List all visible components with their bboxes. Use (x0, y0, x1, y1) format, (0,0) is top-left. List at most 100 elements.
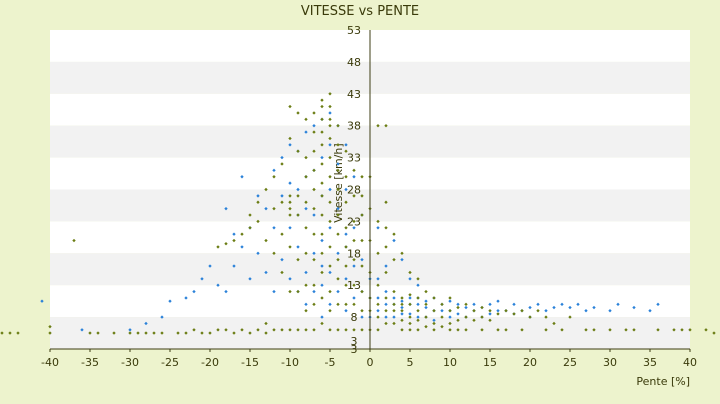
data-point (248, 226, 252, 230)
data-point (560, 302, 564, 307)
data-point (400, 302, 404, 307)
data-point (184, 296, 188, 300)
data-point (296, 187, 300, 192)
data-point (312, 251, 316, 255)
data-point (400, 251, 404, 255)
data-point (472, 309, 476, 313)
data-point (360, 213, 364, 217)
data-point (488, 318, 492, 322)
data-point (552, 305, 556, 310)
data-point (288, 277, 292, 281)
x-axis-label: Pente [%] (636, 375, 690, 388)
y-tick-label: 48 (347, 56, 361, 69)
data-point (384, 296, 388, 300)
x-tick-label: -35 (81, 356, 99, 369)
data-point (360, 175, 364, 179)
data-point (296, 289, 300, 294)
data-point (520, 309, 524, 313)
data-point (320, 296, 324, 300)
data-point (376, 315, 380, 319)
data-point (288, 136, 292, 141)
data-point (144, 331, 148, 335)
data-point (240, 245, 244, 249)
data-point (360, 257, 364, 262)
data-point (312, 206, 316, 211)
data-point (544, 328, 548, 332)
data-point (656, 328, 660, 332)
data-point (344, 143, 348, 147)
data-point (328, 92, 332, 96)
data-point (192, 289, 196, 294)
data-point (168, 299, 172, 303)
data-point (440, 309, 444, 313)
data-point (424, 299, 428, 303)
data-point (336, 213, 340, 217)
x-tick-label: 5 (407, 356, 414, 369)
data-point (304, 328, 308, 332)
data-point (312, 328, 316, 332)
data-point (392, 232, 396, 236)
x-tick-label: -5 (325, 356, 336, 369)
data-point (408, 277, 412, 281)
data-point (296, 328, 300, 332)
data-point (352, 219, 356, 224)
x-tick-label: -15 (241, 356, 259, 369)
data-point (336, 187, 340, 192)
data-point (256, 251, 260, 255)
data-point (584, 328, 588, 332)
data-point (392, 321, 396, 326)
data-point (320, 283, 324, 287)
data-point (496, 312, 500, 316)
data-point (280, 232, 284, 236)
data-point (264, 187, 268, 192)
data-point (352, 328, 356, 332)
data-point (288, 289, 292, 294)
data-point (312, 124, 316, 128)
data-point (392, 302, 396, 307)
data-point (296, 194, 300, 198)
data-point (288, 328, 292, 332)
data-point (632, 305, 636, 310)
data-point (448, 296, 452, 300)
data-point (384, 321, 388, 326)
y-tick-label: 33 (347, 152, 361, 165)
data-point (384, 124, 388, 128)
data-point (400, 318, 404, 322)
data-point (328, 104, 332, 109)
data-point (208, 331, 212, 335)
data-point (320, 321, 324, 326)
data-point (448, 309, 452, 313)
data-point (384, 289, 388, 294)
data-point (416, 296, 420, 300)
data-point (384, 315, 388, 319)
data-point (568, 315, 572, 319)
data-point (344, 309, 348, 313)
data-point (424, 315, 428, 319)
data-point (304, 206, 308, 211)
data-point (344, 283, 348, 287)
x-tick-label: 15 (483, 356, 497, 369)
data-point (464, 305, 468, 310)
data-point (440, 315, 444, 319)
data-point (344, 149, 348, 153)
data-point (312, 111, 316, 115)
data-point (344, 232, 348, 236)
data-point (712, 331, 716, 335)
data-point (336, 162, 340, 166)
data-point (592, 305, 596, 310)
data-point (312, 232, 316, 236)
data-point (432, 309, 436, 313)
data-point (496, 309, 500, 313)
data-point (608, 328, 612, 332)
y-tick-label: 23 (347, 215, 361, 228)
data-point (328, 219, 332, 224)
data-point (424, 324, 428, 329)
data-point (312, 302, 316, 307)
y-tick-label: 28 (347, 184, 361, 197)
data-point (288, 200, 292, 204)
data-point (504, 328, 508, 332)
data-point (416, 318, 420, 322)
data-point (312, 149, 316, 153)
data-point (352, 238, 356, 243)
